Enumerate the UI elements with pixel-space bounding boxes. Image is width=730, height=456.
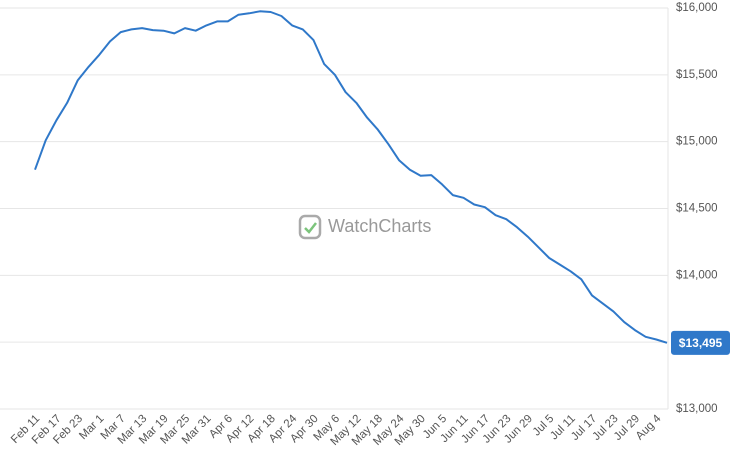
y-tick-label: $15,000 xyxy=(676,136,718,148)
y-tick-label: $14,500 xyxy=(676,203,718,215)
y-tick-label: $15,500 xyxy=(676,69,718,81)
price-line xyxy=(34,10,668,344)
y-tick-label: $14,000 xyxy=(676,269,718,281)
x-tick-label: Aug 4 xyxy=(634,412,664,442)
value-label: $13,495 xyxy=(679,336,723,350)
value-badge xyxy=(671,330,730,355)
y-tick-label: $13,000 xyxy=(676,403,718,415)
y-tick-label: $16,000 xyxy=(676,2,718,14)
watermark-text: WatchCharts xyxy=(328,216,431,236)
watermark: WatchCharts xyxy=(298,214,431,240)
